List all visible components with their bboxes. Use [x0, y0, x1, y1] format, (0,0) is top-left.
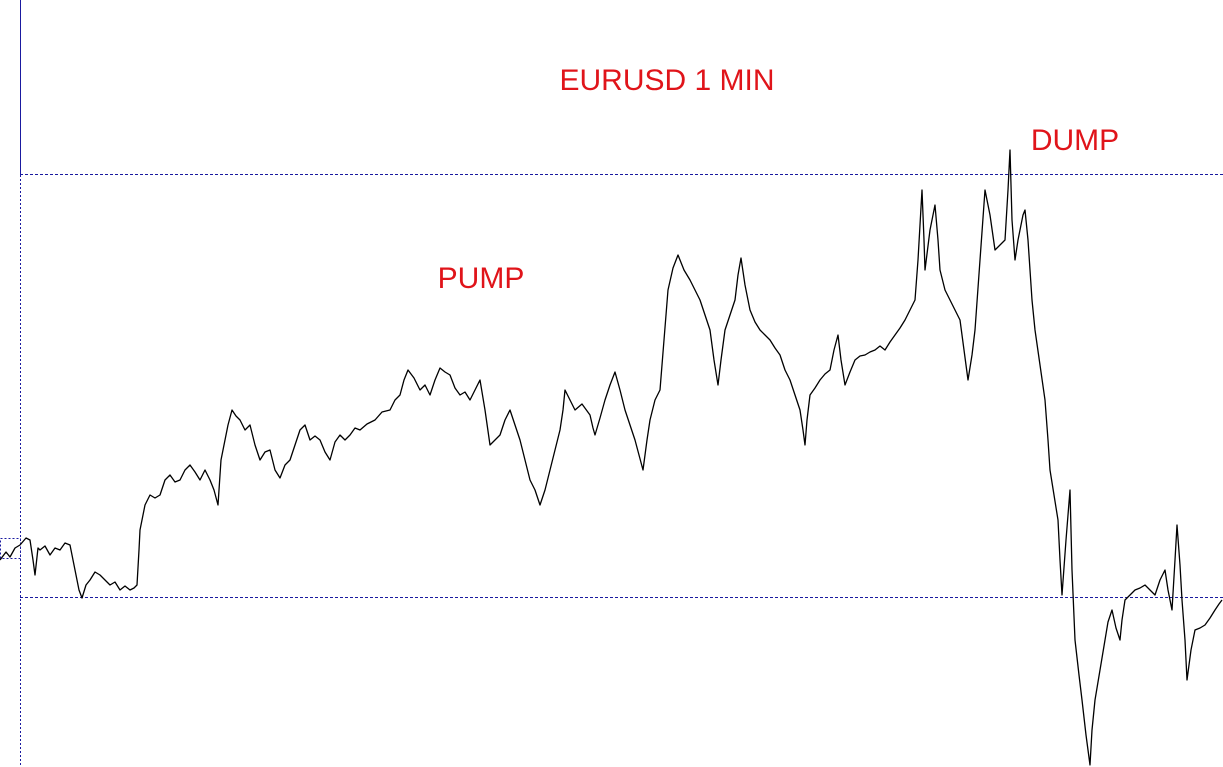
annotation: DUMP [1031, 124, 1119, 157]
range-box [0, 538, 21, 559]
price-line [0, 149, 1223, 766]
annotation: PUMP [438, 262, 525, 295]
chart-title: EURUSD 1 MIN [559, 64, 774, 97]
